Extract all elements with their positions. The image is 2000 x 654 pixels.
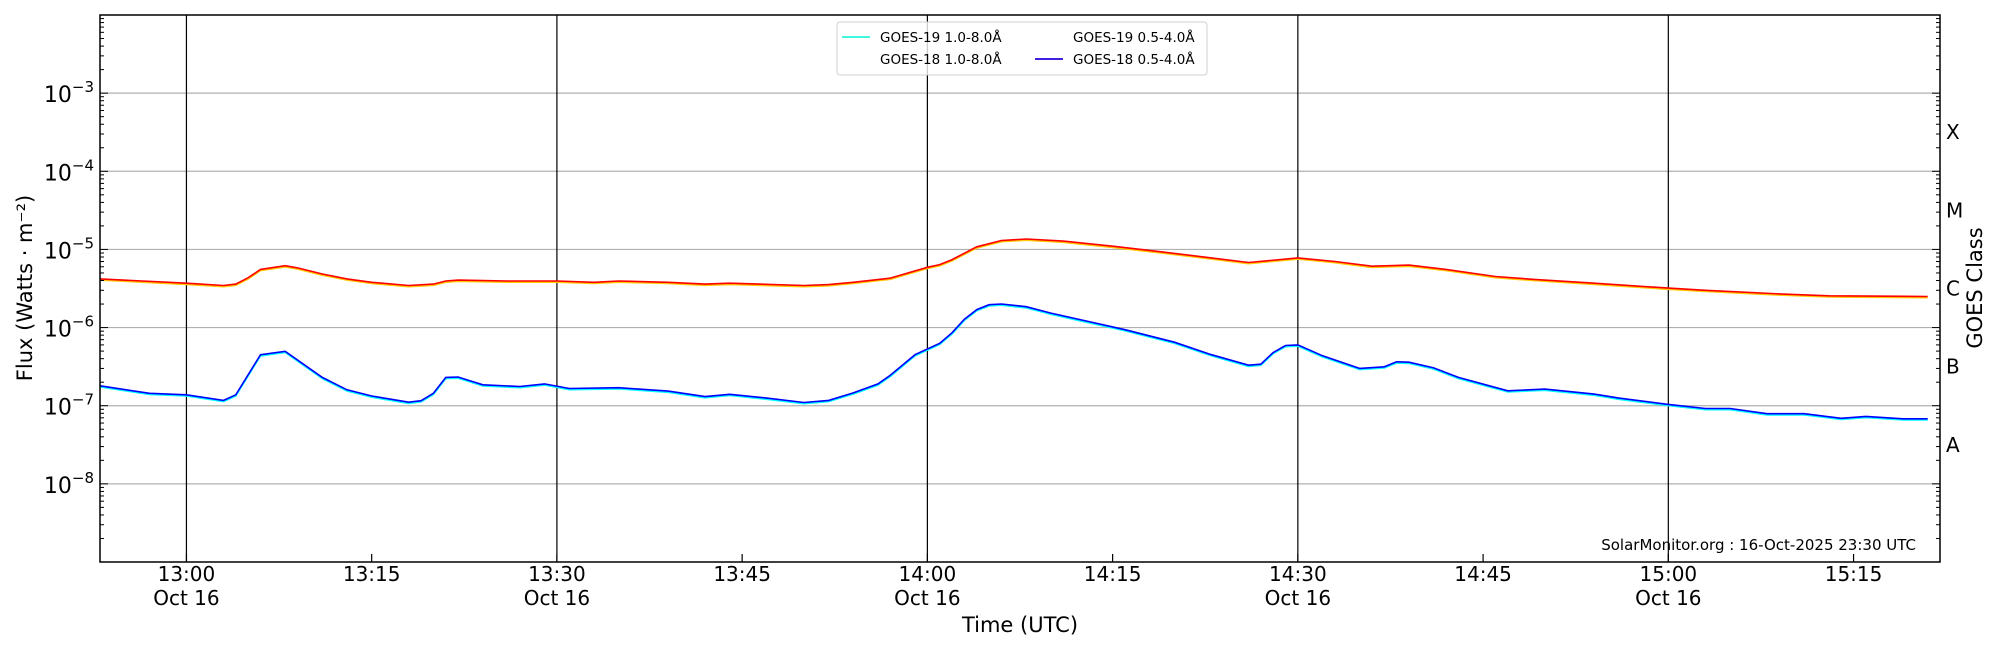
x-tick-label: 13:00 [158, 562, 216, 586]
goes-class-label: C [1946, 277, 1960, 301]
series-line-goes-18-1-0-8-0- [99, 238, 1928, 298]
x-tick-date-label: Oct 16 [153, 586, 219, 610]
x-tick-label: 14:00 [899, 562, 957, 586]
goes-class-label: M [1946, 198, 1963, 222]
series-line-goes-18-0-5-4-0- [99, 303, 1928, 420]
legend-label: GOES-19 0.5-4.0Å [1073, 29, 1195, 46]
x-tick-date-label: Oct 16 [1635, 586, 1701, 610]
legend: GOES-19 1.0-8.0Å GOES-18 1.0-8.0Å GOES-19 … [836, 21, 1208, 76]
series-line-goes-19-0-5-4-0- [99, 304, 1928, 421]
goes-class-label: X [1946, 120, 1960, 144]
series-line-goes-19-1-0-8-0- [99, 239, 1928, 299]
x-tick-label: 14:15 [1084, 562, 1142, 586]
x-tick-label: 14:45 [1454, 562, 1512, 586]
legend-label: GOES-18 0.5-4.0Å [1073, 51, 1195, 68]
x-tick-date-label: Oct 16 [1265, 586, 1331, 610]
x-tick-label: 14:30 [1269, 562, 1327, 586]
x-tick-date-label: Oct 16 [524, 586, 590, 610]
y-tick-label: 10−3 [44, 78, 94, 108]
y-tick-label: 10−5 [44, 234, 94, 264]
x-tick-label: 13:45 [713, 562, 771, 586]
y-tick-label: 10−8 [44, 469, 94, 499]
x-tick-label: 15:15 [1825, 562, 1883, 586]
goes-class-label: B [1946, 355, 1960, 379]
goes-class-label: A [1946, 433, 1960, 457]
legend-label: GOES-19 1.0-8.0Å [880, 29, 1002, 46]
plot-frame [99, 14, 1941, 563]
y-axis-label: Flux (Watts · m⁻²) [13, 195, 37, 381]
y-tick-label: 10−6 [44, 313, 94, 343]
y-tick-label: 10−7 [44, 391, 94, 421]
x-tick-label: 13:30 [528, 562, 586, 586]
source-annotation: SolarMonitor.org : 16-Oct-2025 23:30 UTC [1601, 536, 1916, 554]
x-tick-label: 13:15 [343, 562, 401, 586]
x-tick-label: 15:00 [1640, 562, 1698, 586]
legend-label: GOES-18 1.0-8.0Å [880, 51, 1002, 68]
y-axis-right-label: GOES Class [1963, 227, 1987, 348]
x-axis-label: Time (UTC) [961, 613, 1078, 637]
y-tick-label: 10−4 [44, 156, 94, 186]
x-tick-date-label: Oct 16 [894, 586, 960, 610]
legend-box [836, 21, 1208, 76]
